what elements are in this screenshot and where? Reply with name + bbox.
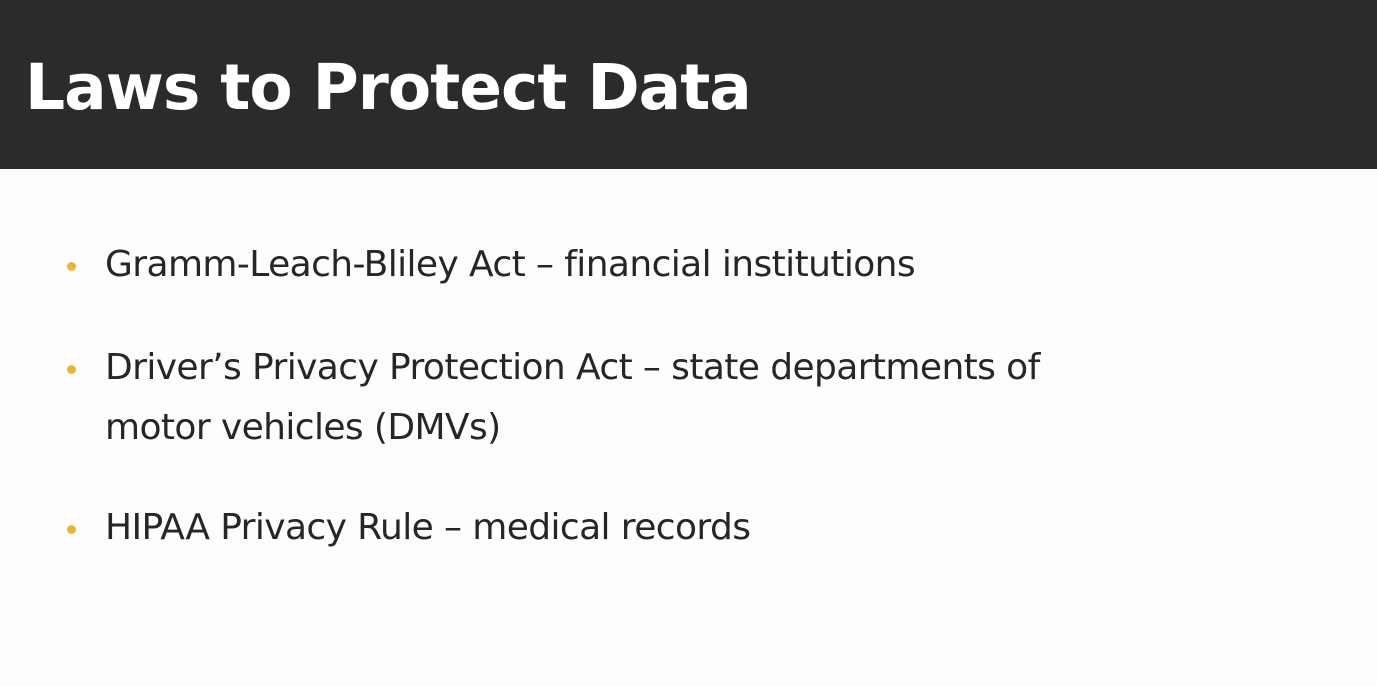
bullet-text: Driver’s Privacy Protection Act – state … [105,347,1040,448]
title-bar: Laws to Protect Data [0,0,1377,169]
bullet-text: HIPAA Privacy Rule – medical records [105,507,751,548]
bullet-dot-icon [67,262,76,271]
bullet-text: Gramm-Leach-Bliley Act – financial insti… [105,244,916,285]
bullet-dot-icon [67,365,76,374]
bullet-dot-icon [67,525,76,534]
slide-title: Laws to Protect Data [25,51,752,124]
